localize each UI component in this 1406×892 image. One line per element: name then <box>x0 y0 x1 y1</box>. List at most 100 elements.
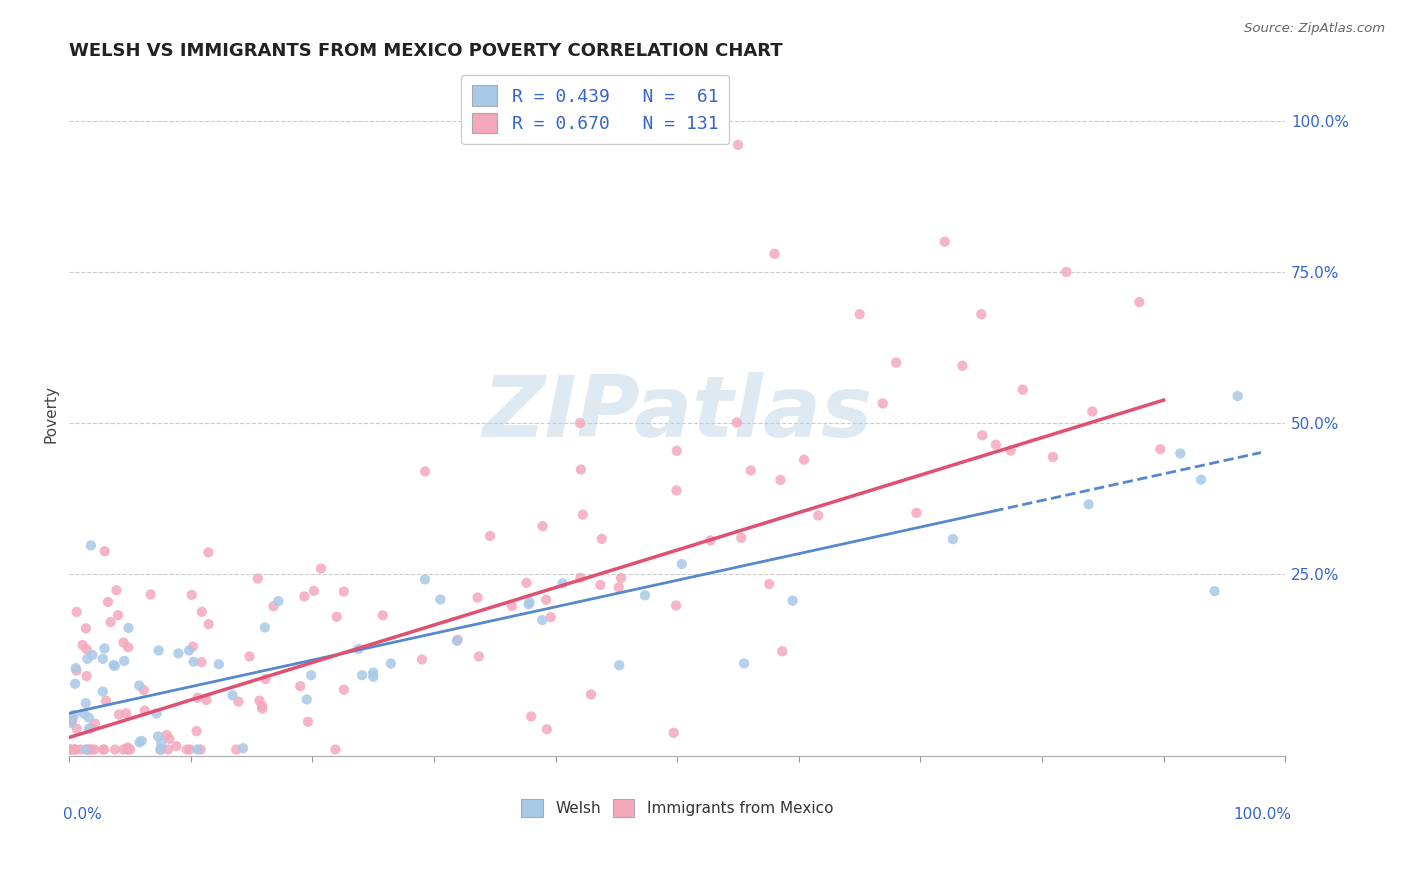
Point <box>181 640 204 654</box>
Point <box>333 584 356 599</box>
Point <box>97 595 120 609</box>
Text: 100.0%: 100.0% <box>1233 806 1291 822</box>
Point <box>117 621 139 635</box>
Point <box>63 677 86 691</box>
Point <box>515 575 537 590</box>
Point <box>1054 265 1077 279</box>
Point <box>733 657 755 671</box>
Point <box>84 716 107 731</box>
Point <box>93 641 115 656</box>
Point <box>942 532 965 546</box>
Point <box>326 609 349 624</box>
Point <box>610 571 633 585</box>
Point <box>467 591 489 605</box>
Point <box>952 359 974 373</box>
Point <box>112 742 135 756</box>
Point <box>763 247 786 261</box>
Point <box>75 696 97 710</box>
Point <box>665 443 688 458</box>
Point <box>115 706 138 721</box>
Point <box>665 483 688 498</box>
Point <box>361 665 384 680</box>
Point <box>76 669 98 683</box>
Point <box>292 590 315 604</box>
Point <box>429 592 451 607</box>
Point <box>872 396 894 410</box>
Point <box>517 597 540 611</box>
Point <box>501 599 523 613</box>
Point <box>254 672 277 686</box>
Point <box>569 571 592 585</box>
Point <box>75 742 97 756</box>
Point <box>190 742 212 756</box>
Point <box>59 742 82 756</box>
Point <box>94 694 117 708</box>
Point <box>80 538 103 552</box>
Point <box>139 587 162 601</box>
Point <box>120 742 142 756</box>
Point <box>238 649 260 664</box>
Point <box>793 452 815 467</box>
Point <box>380 657 402 671</box>
Point <box>167 646 190 660</box>
Point <box>60 742 83 756</box>
Point <box>1011 383 1033 397</box>
Point <box>1128 295 1150 310</box>
Point <box>197 545 219 559</box>
Point <box>165 739 187 753</box>
Point <box>183 655 205 669</box>
Point <box>671 557 693 571</box>
Point <box>934 235 956 249</box>
Point <box>150 736 173 750</box>
Y-axis label: Poverty: Poverty <box>44 385 58 443</box>
Point <box>884 356 907 370</box>
Point <box>117 740 139 755</box>
Point <box>1204 584 1226 599</box>
Point <box>299 668 322 682</box>
Point <box>1000 443 1022 458</box>
Point <box>103 658 125 673</box>
Point <box>228 695 250 709</box>
Point <box>155 728 177 742</box>
Point <box>536 723 558 737</box>
Point <box>179 742 201 756</box>
Point <box>295 692 318 706</box>
Point <box>73 706 96 721</box>
Point <box>699 533 721 548</box>
Point <box>60 714 83 728</box>
Point <box>531 613 554 627</box>
Point <box>634 588 657 602</box>
Point <box>145 706 167 721</box>
Point <box>246 572 269 586</box>
Point <box>77 742 100 756</box>
Point <box>65 742 87 756</box>
Point <box>250 698 273 713</box>
Point <box>740 463 762 477</box>
Point <box>662 726 685 740</box>
Point <box>221 689 243 703</box>
Point <box>589 578 612 592</box>
Point <box>848 307 870 321</box>
Point <box>725 416 748 430</box>
Point <box>579 688 602 702</box>
Point <box>769 473 792 487</box>
Point <box>250 701 273 715</box>
Point <box>197 617 219 632</box>
Point <box>76 652 98 666</box>
Point <box>134 704 156 718</box>
Point <box>59 742 82 756</box>
Point <box>479 529 502 543</box>
Point <box>72 638 94 652</box>
Point <box>225 742 247 756</box>
Point <box>63 708 86 723</box>
Point <box>108 707 131 722</box>
Point <box>75 621 97 635</box>
Point <box>371 608 394 623</box>
Point <box>352 668 374 682</box>
Point <box>249 693 271 707</box>
Point <box>333 682 356 697</box>
Point <box>176 742 198 756</box>
Point <box>1170 446 1192 460</box>
Point <box>551 576 574 591</box>
Point <box>63 742 86 756</box>
